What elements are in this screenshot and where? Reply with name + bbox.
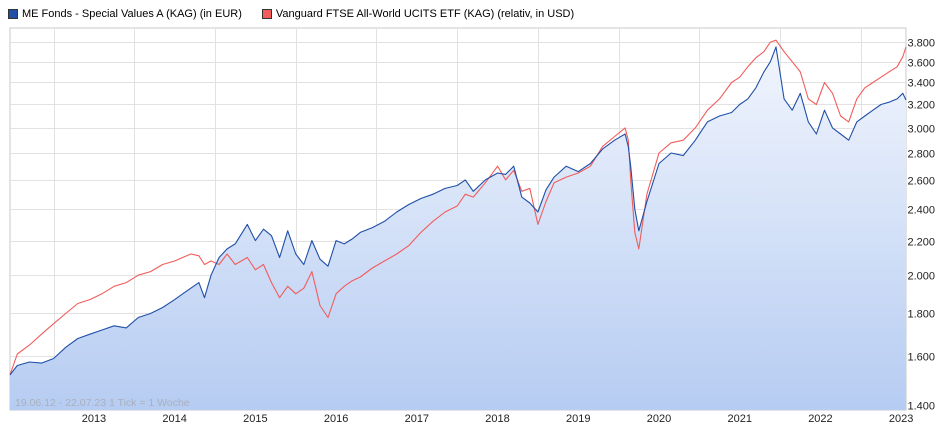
y-tick-label: 3.200 xyxy=(907,100,935,112)
legend-swatch-me-fonds xyxy=(8,9,18,19)
y-axis: 1.400 1.600 1.800 2.000 2.200 2.400 2.600 2.800… xyxy=(907,38,935,413)
y-tick-label: 1.800 xyxy=(907,309,935,321)
x-tick-label: 2020 xyxy=(647,413,671,425)
series-line-me-fonds xyxy=(9,46,907,376)
legend-label-me-fonds: ME Fonds - Special Values A (KAG) (in EU… xyxy=(22,8,242,20)
legend-label-vanguard: Vanguard FTSE All-World UCITS ETF (KAG) … xyxy=(275,8,575,20)
x-tick-label: 2016 xyxy=(324,413,348,425)
chart-legend: ME Fonds - Special Values A (KAG) (in EU… xyxy=(8,7,594,21)
y-tick-label: 2.400 xyxy=(907,205,935,217)
y-tick-label: 2.200 xyxy=(907,237,935,249)
y-tick-label: 3.600 xyxy=(907,58,935,70)
y-tick-label: 2.800 xyxy=(907,149,935,161)
series-area-me-fonds xyxy=(10,46,906,411)
y-tick-label: 2.600 xyxy=(907,176,935,188)
x-tick-label: 2022 xyxy=(808,413,832,425)
legend-swatch-vanguard xyxy=(261,9,272,19)
x-tick-label: 2018 xyxy=(485,413,509,425)
x-tick-label: 2014 xyxy=(162,413,186,425)
x-tick-label: 2017 xyxy=(405,413,429,425)
y-tick-label: 3.000 xyxy=(907,124,935,136)
x-axis: 2013 2014 2015 2016 2017 2018 2019 2020 2021 2022… xyxy=(82,413,914,425)
legend-item-me-fonds[interactable]: ME Fonds - Special Values A (KAG) (in EU… xyxy=(8,8,242,20)
y-tick-label: 3.800 xyxy=(907,38,935,50)
x-tick-label: 2023 xyxy=(889,413,913,425)
series-layer xyxy=(9,39,907,411)
y-tick-label: 3.400 xyxy=(907,78,935,90)
series-line-vanguard xyxy=(9,39,907,376)
x-tick-label: 2019 xyxy=(566,413,590,425)
y-tick-label: 2.000 xyxy=(907,271,935,283)
y-tick-label: 1.400 xyxy=(907,401,935,413)
y-tick-label: 1.600 xyxy=(907,352,935,364)
x-tick-label: 2021 xyxy=(727,413,751,425)
legend-item-vanguard[interactable]: Vanguard FTSE All-World UCITS ETF (KAG) … xyxy=(261,8,575,20)
x-tick-label: 2015 xyxy=(243,413,267,425)
x-tick-label: 2013 xyxy=(82,413,106,425)
date-range-note: 19.06.12 - 22.07.23 1 Tick = 1 Woche xyxy=(15,397,190,409)
